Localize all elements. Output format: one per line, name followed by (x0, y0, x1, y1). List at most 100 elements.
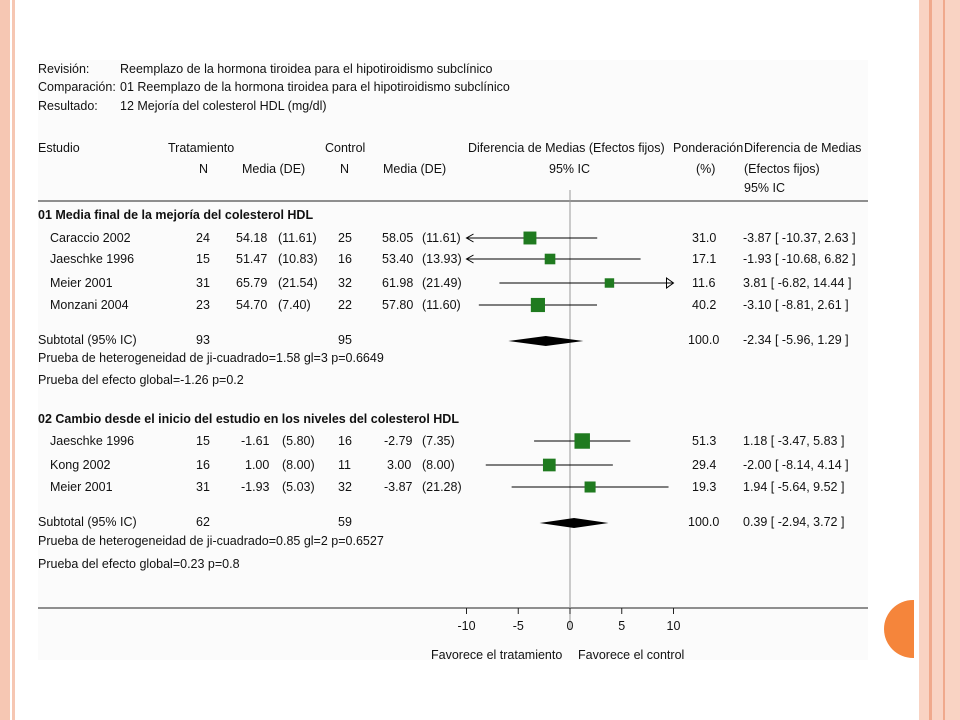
col-md-sub: (Efectos fijos) (744, 162, 820, 176)
left-border-stripe (0, 0, 10, 720)
subtotal-diamond (508, 336, 584, 346)
col-control: Control (325, 141, 365, 155)
control-sd: (13.93) (422, 252, 462, 266)
right-border-panel (919, 0, 960, 720)
control-sd: (8.00) (422, 458, 455, 472)
col-treatment: Tratamiento (168, 141, 234, 155)
treatment-sd: (5.80) (282, 434, 315, 448)
col-md-ci: 95% IC (744, 181, 785, 195)
study-md: -1.93 [ -10.68, 6.82 ] (743, 252, 856, 266)
study-weight: 31.0 (692, 231, 716, 245)
col-treatment-mean: Media (DE) (242, 162, 305, 176)
treatment-n: 23 (196, 298, 210, 312)
study-name: Jaeschke 1996 (50, 434, 134, 448)
overall-effect-test: Prueba del efecto global=0.23 p=0.8 (38, 557, 240, 571)
effect-box (530, 297, 545, 313)
control-sd: (11.60) (422, 298, 461, 312)
revision-value: Reemplazo de la hormona tiroidea para el… (120, 62, 492, 76)
treatment-mean: 54.18 (236, 231, 267, 245)
study-md: 1.94 [ -5.64, 9.52 ] (743, 480, 844, 494)
group-1-row: Monzani 2004 23 54.70 (7.40) 22 57.80 (1… (50, 298, 849, 312)
revision-label: Revisión: (38, 62, 89, 76)
col-weight-unit: (%) (696, 162, 715, 176)
subtotal-control-n: 95 (338, 333, 352, 347)
control-sd: (11.61) (422, 231, 461, 245)
group-2-row: Jaeschke 1996 15 -1.61 (5.80) 16 -2.79 (… (50, 434, 844, 448)
control-n: 25 (338, 231, 352, 245)
forest-marks (465, 231, 675, 528)
col-control-n: N (340, 162, 349, 176)
treatment-n: 15 (196, 434, 210, 448)
effect-box (574, 433, 590, 449)
subtotal-weight: 100.0 (688, 333, 719, 347)
treatment-mean: -1.61 (241, 434, 270, 448)
result-value: 12 Mejoría del colesterol HDL (mg/dl) (120, 99, 327, 113)
study-name: Monzani 2004 (50, 298, 129, 312)
result-label: Resultado: (38, 99, 98, 113)
comparison-value: 01 Reemplazo de la hormona tiroidea para… (120, 80, 510, 94)
col-weight: Ponderación (673, 141, 743, 155)
x-tick-label: 10 (667, 619, 681, 633)
study-weight: 40.2 (692, 298, 716, 312)
treatment-sd: (5.03) (282, 480, 315, 494)
group-2-row: Kong 2002 16 1.00 (8.00) 11 3.00 (8.00) … (50, 458, 849, 472)
study-md: 1.18 [ -3.47, 5.83 ] (743, 434, 844, 448)
treatment-sd: (21.54) (278, 276, 318, 290)
ci-arrow-left (465, 233, 474, 243)
control-mean: 53.40 (382, 252, 413, 266)
subtotal-diamond (539, 518, 609, 528)
study-md: -2.00 [ -8.14, 4.14 ] (743, 458, 849, 472)
control-mean: 61.98 (382, 276, 413, 290)
control-mean: 58.05 (382, 231, 413, 245)
study-weight: 11.6 (692, 276, 715, 290)
favours-treatment-label: Favorece el tratamiento (431, 648, 562, 662)
overall-effect-test: Prueba del efecto global=-1.26 p=0.2 (38, 373, 244, 387)
study-name: Kong 2002 (50, 458, 111, 472)
control-n: 16 (338, 252, 352, 266)
control-mean: -2.79 (384, 434, 413, 448)
study-name: Jaeschke 1996 (50, 252, 134, 266)
group-2-title: 02 Cambio desde el inicio del estudio en… (38, 412, 459, 426)
right-border-line (943, 0, 945, 720)
control-mean: 57.80 (382, 298, 413, 312)
group-1-title: 01 Media final de la mejoría del coleste… (38, 208, 313, 222)
group-1-row: Meier 2001 31 65.79 (21.54) 32 61.98 (21… (50, 276, 851, 290)
study-md: -3.87 [ -10.37, 2.63 ] (743, 231, 856, 245)
subtotal-label: Subtotal (95% IC) (38, 333, 137, 347)
study-md: -3.10 [ -8.81, 2.61 ] (743, 298, 849, 312)
control-mean: 3.00 (387, 458, 411, 472)
group-1-row: Jaeschke 1996 15 51.47 (10.83) 16 53.40 … (50, 252, 856, 266)
x-tick-label: 5 (618, 619, 625, 633)
comparison-label: Comparación: (38, 80, 116, 94)
ci-arrow-right (666, 277, 675, 289)
control-n: 32 (338, 276, 352, 290)
group-2-row: Meier 2001 31 -1.93 (5.03) 32 -3.87 (21.… (50, 480, 844, 494)
group-1-subtotal: Subtotal (95% IC) 93 95 100.0 -2.34 [ -5… (38, 333, 849, 347)
effect-box (523, 231, 537, 245)
heterogeneity-test: Prueba de heterogeneidad de ji-cuadrado=… (38, 534, 384, 548)
group-1-row: Caraccio 2002 24 54.18 (11.61) 25 58.05 … (50, 231, 856, 245)
treatment-mean: 51.47 (236, 252, 267, 266)
ci-arrow-left (465, 254, 474, 264)
subtotal-treatment-n: 62 (196, 515, 210, 529)
treatment-sd: (8.00) (282, 458, 315, 472)
study-name: Meier 2001 (50, 276, 113, 290)
subtotal-label: Subtotal (95% IC) (38, 515, 137, 529)
control-n: 11 (338, 458, 351, 472)
study-weight: 29.4 (692, 458, 716, 472)
treatment-sd: (10.83) (278, 252, 318, 266)
effect-box (584, 481, 596, 493)
col-effect: Diferencia de Medias (Efectos fijos) (468, 141, 665, 155)
treatment-n: 31 (196, 276, 210, 290)
control-sd: (21.49) (422, 276, 462, 290)
subtotal-md: 0.39 [ -2.94, 3.72 ] (743, 515, 844, 529)
x-axis-ticks: -10 -5 0 5 10 (457, 608, 680, 633)
treatment-n: 31 (196, 480, 210, 494)
effect-box (542, 458, 556, 472)
col-study: Estudio (38, 141, 80, 155)
control-mean: -3.87 (384, 480, 413, 494)
treatment-n: 16 (196, 458, 210, 472)
favours-control-label: Favorece el control (578, 648, 684, 662)
